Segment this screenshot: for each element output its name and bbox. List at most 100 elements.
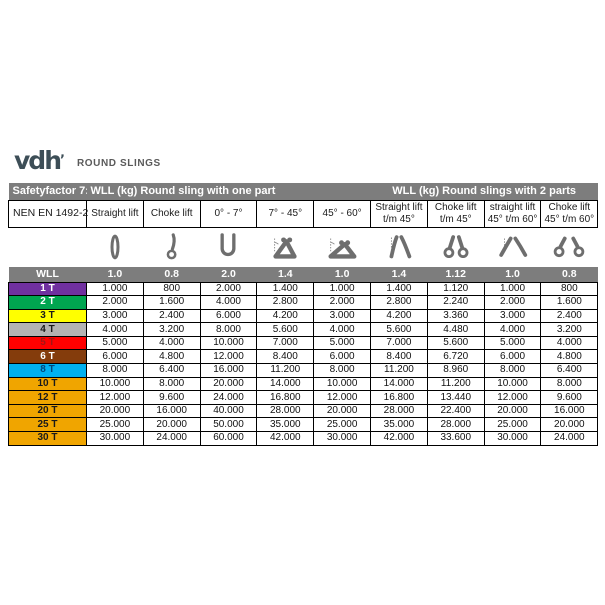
value-cell: 24.000 bbox=[142, 431, 201, 446]
value-cell: 30.000 bbox=[483, 431, 542, 446]
value-cell: 16.000 bbox=[540, 403, 599, 419]
value-cell: 1.400 bbox=[370, 281, 428, 297]
value-cell: 5.000 bbox=[313, 335, 372, 351]
value-cell: 40.000 bbox=[199, 403, 258, 419]
value-cell: 2.800 bbox=[370, 295, 428, 310]
value-cell: 28.000 bbox=[256, 403, 315, 419]
value-cell: 20.000 bbox=[483, 403, 542, 419]
table-row: 10 T 10.000 8.000 20.000 14.000 10.000 14.000 1… bbox=[8, 376, 599, 392]
wll-label: 12 T bbox=[8, 390, 87, 405]
value-cell: 4.000 bbox=[86, 322, 144, 337]
two-leg-choke-45-icon bbox=[427, 227, 485, 267]
value-cell: 35.000 bbox=[256, 417, 315, 433]
brand-subtitle: ROUND SLINGS bbox=[76, 158, 161, 169]
basket-angle-60-icon bbox=[313, 227, 371, 267]
wll-label: 5 T bbox=[8, 335, 87, 351]
one-part-title: WLL (kg) Round sling with one part bbox=[86, 183, 371, 200]
value-cell: 30.000 bbox=[313, 431, 372, 446]
value-cell: 20.000 bbox=[142, 417, 201, 433]
value-cell: 4.000 bbox=[313, 322, 372, 337]
value-cell: 4.480 bbox=[426, 322, 485, 337]
wll-label: 30 T bbox=[8, 431, 87, 446]
factor-cell: 1.0 bbox=[86, 267, 144, 282]
value-cell: 6.400 bbox=[540, 363, 599, 378]
col-header-choke-tm45: Choke lift t/m 45° bbox=[426, 199, 485, 228]
value-cell: 800 bbox=[540, 281, 599, 297]
value-cell: 13.440 bbox=[426, 390, 485, 405]
straight-lift-icon bbox=[86, 227, 144, 267]
basket-angle-45-icon bbox=[256, 227, 314, 267]
value-cell: 3.200 bbox=[540, 322, 599, 337]
value-cell: 11.200 bbox=[256, 363, 315, 378]
factor-cell: 1.4 bbox=[370, 267, 428, 282]
value-cell: 24.000 bbox=[540, 431, 599, 446]
value-cell: 12.000 bbox=[199, 349, 258, 365]
factor-cell: 1.0 bbox=[484, 267, 541, 282]
wll-label: 6 T bbox=[8, 349, 87, 365]
value-cell: 2.800 bbox=[256, 295, 315, 310]
value-cell: 2.000 bbox=[313, 295, 372, 310]
two-parts-title: WLL (kg) Round slings with 2 parts bbox=[370, 183, 598, 200]
value-cell: 6.720 bbox=[426, 349, 485, 365]
value-cell: 2.400 bbox=[540, 308, 599, 324]
value-cell: 25.000 bbox=[86, 417, 144, 433]
wll-label: 2 T bbox=[8, 295, 87, 310]
value-cell: 5.600 bbox=[426, 335, 485, 351]
round-sling-table: Safetyfactor 7:1 WLL (kg) Round sling wi… bbox=[8, 183, 599, 446]
col-header-straight-tm45: Straight lift t/m 45° bbox=[370, 199, 428, 228]
wll-label: 20 T bbox=[8, 403, 87, 419]
col-header-choke-45-60: Choke lift 45° t/m 60° bbox=[540, 199, 599, 228]
col-header-45-60: 45° - 60° bbox=[313, 199, 372, 228]
table-row: 25 T 25.000 20.000 50.000 35.000 25.000 35.000… bbox=[8, 417, 599, 433]
value-cell: 8.000 bbox=[86, 363, 144, 378]
value-cell: 5.000 bbox=[86, 335, 144, 351]
table-row: 6 T 6.000 4.800 12.000 8.400 6.000 8.400 6.720 6… bbox=[8, 349, 599, 365]
vdh-logo: vdhʼ bbox=[14, 146, 65, 175]
factor-cell: 0.8 bbox=[143, 267, 201, 282]
factor-cell: 1.12 bbox=[427, 267, 485, 282]
value-cell: 42.000 bbox=[256, 431, 315, 446]
wll-label: 4 T bbox=[8, 322, 87, 337]
value-cell: 11.200 bbox=[370, 363, 428, 378]
value-cell: 5.600 bbox=[256, 322, 315, 337]
value-cell: 8.000 bbox=[199, 322, 258, 337]
table-row: 2 T 2.000 1.600 4.000 2.800 2.000 2.800 2.240 2.… bbox=[8, 295, 599, 310]
value-cell: 6.000 bbox=[483, 349, 542, 365]
col-header-choke-lift: Choke lift bbox=[142, 199, 201, 228]
value-cell: 25.000 bbox=[313, 417, 372, 433]
value-cell: 1.000 bbox=[483, 281, 542, 297]
value-cell: 20.000 bbox=[540, 417, 599, 433]
value-cell: 33.600 bbox=[426, 431, 485, 446]
data-rows: 1 T 1.000 800 2.000 1.400 1.000 1.400 1.120 1.00… bbox=[8, 281, 599, 446]
value-cell: 12.000 bbox=[86, 390, 144, 405]
wll-label: 10 T bbox=[8, 376, 87, 392]
value-cell: 16.800 bbox=[370, 390, 428, 405]
brand-header: vdhʼ ROUND SLINGS bbox=[14, 146, 161, 175]
value-cell: 35.000 bbox=[370, 417, 428, 433]
value-cell: 1.600 bbox=[142, 295, 201, 310]
value-cell: 4.000 bbox=[483, 322, 542, 337]
value-cell: 3.000 bbox=[483, 308, 542, 324]
value-cell: 5.000 bbox=[483, 335, 542, 351]
value-cell: 2.000 bbox=[199, 281, 258, 297]
table-row: 1 T 1.000 800 2.000 1.400 1.000 1.400 1.120 1.00… bbox=[8, 281, 599, 297]
value-cell: 8.400 bbox=[256, 349, 315, 365]
value-cell: 10.000 bbox=[313, 376, 372, 392]
value-cell: 3.000 bbox=[313, 308, 372, 324]
wll-header-label: WLL bbox=[8, 267, 87, 282]
table-row: 12 T 12.000 9.600 24.000 16.800 12.000 16.800 1… bbox=[8, 390, 599, 405]
pictogram-empty-cell bbox=[8, 227, 87, 267]
value-cell: 28.000 bbox=[426, 417, 485, 433]
value-cell: 16.800 bbox=[256, 390, 315, 405]
value-cell: 7.000 bbox=[256, 335, 315, 351]
value-cell: 8.000 bbox=[540, 376, 599, 392]
two-leg-straight-60-icon bbox=[484, 227, 541, 267]
table-row: 8 T 8.000 6.400 16.000 11.200 8.000 11.200 8.96… bbox=[8, 363, 599, 378]
value-cell: 12.000 bbox=[483, 390, 542, 405]
value-cell: 6.000 bbox=[199, 308, 258, 324]
value-cell: 8.000 bbox=[142, 376, 201, 392]
value-cell: 16.000 bbox=[142, 403, 201, 419]
value-cell: 25.000 bbox=[483, 417, 542, 433]
value-cell: 4.000 bbox=[142, 335, 201, 351]
wll-label: 3 T bbox=[8, 308, 87, 324]
